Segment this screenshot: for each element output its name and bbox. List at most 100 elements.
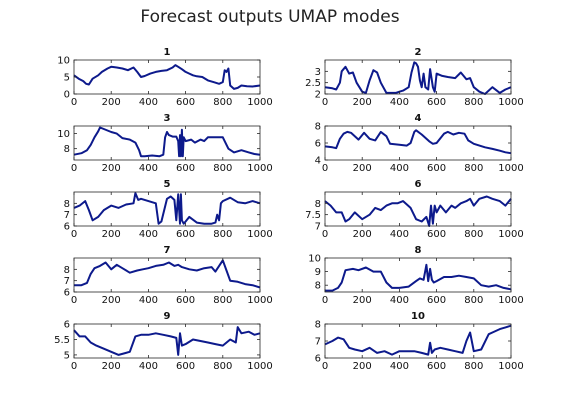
x-tick-label: 0 — [71, 229, 77, 240]
x-tick-label: 800 — [464, 229, 483, 240]
x-tick-label: 400 — [390, 361, 409, 372]
x-tick-label: 600 — [176, 295, 195, 306]
x-tick-label: 200 — [102, 229, 121, 240]
subplot-title: 6 — [415, 179, 422, 190]
axes-box — [73, 257, 261, 293]
subplot-title: 2 — [415, 47, 422, 58]
y-tick-label: 7 — [315, 337, 321, 348]
x-tick-label: 800 — [464, 361, 483, 372]
series-line — [73, 326, 261, 356]
x-tick-label: 200 — [102, 295, 121, 306]
x-tick-label: 200 — [353, 229, 372, 240]
subplot-9: 9 0 200 400 600 800 1000 5 5.5 6 — [54, 311, 273, 372]
x-tick-label: 800 — [464, 97, 483, 108]
subplot-title: 10 — [411, 311, 425, 322]
x-tick-label: 0 — [322, 229, 328, 240]
x-tick-label: 800 — [464, 295, 483, 306]
y-tick-label: 8 — [315, 199, 321, 210]
x-tick-label: 400 — [390, 97, 409, 108]
x-tick-label: 1000 — [498, 97, 523, 108]
x-tick-label: 800 — [213, 361, 232, 372]
x-tick-label: 200 — [353, 295, 372, 306]
x-tick-label: 0 — [71, 295, 77, 306]
y-tick-label: 0 — [64, 90, 70, 101]
x-tick-label: 200 — [353, 163, 372, 174]
x-tick-label: 1000 — [247, 97, 272, 108]
series-line — [324, 61, 512, 95]
x-tick-label: 1000 — [498, 295, 523, 306]
x-tick-label: 400 — [390, 229, 409, 240]
subplot-title: 7 — [164, 245, 171, 256]
y-tick-label: 7 — [315, 222, 321, 233]
x-tick-label: 600 — [427, 97, 446, 108]
y-tick-label: 8 — [315, 320, 321, 331]
x-tick-label: 0 — [322, 295, 328, 306]
series-line — [324, 324, 512, 356]
y-tick-label: 8 — [64, 144, 70, 155]
series-line — [324, 129, 512, 155]
subplot-5: 5 0 200 400 600 800 1000 678 — [64, 179, 273, 240]
y-tick-label: 10 — [57, 56, 70, 67]
y-tick-label: 7 — [64, 276, 70, 287]
y-tick-label: 3 — [315, 67, 321, 78]
x-tick-label: 200 — [102, 163, 121, 174]
x-tick-label: 0 — [71, 97, 77, 108]
x-tick-label: 0 — [322, 163, 328, 174]
x-tick-label: 1000 — [498, 229, 523, 240]
series-line — [73, 64, 261, 90]
subplot-title: 5 — [164, 179, 171, 190]
x-tick-label: 400 — [139, 361, 158, 372]
subplot-title: 9 — [164, 311, 171, 322]
y-tick-label: 10 — [308, 254, 321, 265]
x-tick-label: 600 — [176, 97, 195, 108]
y-tick-label: 2.5 — [305, 78, 321, 89]
y-tick-label: 2 — [315, 90, 321, 101]
y-tick-label: 10 — [57, 129, 70, 140]
y-tick-label: 9 — [315, 267, 321, 278]
series-line — [325, 263, 512, 292]
x-tick-label: 800 — [213, 229, 232, 240]
subplot-title: 1 — [164, 47, 171, 58]
y-tick-label: 8 — [315, 281, 321, 292]
y-tick-label: 5 — [64, 350, 70, 361]
y-tick-label: 7.5 — [305, 210, 321, 221]
x-tick-label: 1000 — [498, 361, 523, 372]
x-tick-label: 1000 — [247, 229, 272, 240]
x-tick-label: 400 — [139, 295, 158, 306]
x-tick-label: 400 — [390, 295, 409, 306]
y-tick-label: 6 — [64, 320, 70, 331]
y-tick-label: 5 — [64, 73, 70, 84]
x-tick-label: 0 — [71, 361, 77, 372]
series-line — [324, 195, 512, 227]
x-tick-label: 600 — [427, 163, 446, 174]
x-tick-label: 400 — [139, 163, 158, 174]
x-tick-label: 400 — [139, 97, 158, 108]
subplot-6: 6 0 200 400 600 800 1000 77.58 — [305, 179, 524, 240]
axes-box — [73, 125, 261, 161]
x-tick-label: 800 — [213, 97, 232, 108]
x-tick-label: 1000 — [498, 163, 523, 174]
subplot-10: 10 0 200 400 600 800 1000 6 7 8 — [315, 311, 524, 372]
subplot-title: 4 — [415, 113, 422, 124]
y-tick-label: 6 — [64, 222, 70, 233]
x-tick-label: 800 — [213, 163, 232, 174]
x-tick-label: 0 — [322, 97, 328, 108]
x-tick-label: 800 — [213, 295, 232, 306]
x-tick-label: 600 — [427, 361, 446, 372]
x-tick-label: 200 — [353, 361, 372, 372]
axes-box — [324, 59, 512, 95]
x-tick-label: 1000 — [247, 295, 272, 306]
y-tick-label: 6 — [315, 354, 321, 365]
y-tick-label: 8 — [64, 199, 70, 210]
axes-box — [73, 191, 261, 227]
subplot-3: 3 0 200 400 600 800 1000 8 10 — [57, 113, 272, 174]
axes-box — [324, 257, 512, 293]
x-tick-label: 400 — [139, 229, 158, 240]
y-tick-label: 5.5 — [54, 335, 70, 346]
x-tick-label: 200 — [102, 97, 121, 108]
